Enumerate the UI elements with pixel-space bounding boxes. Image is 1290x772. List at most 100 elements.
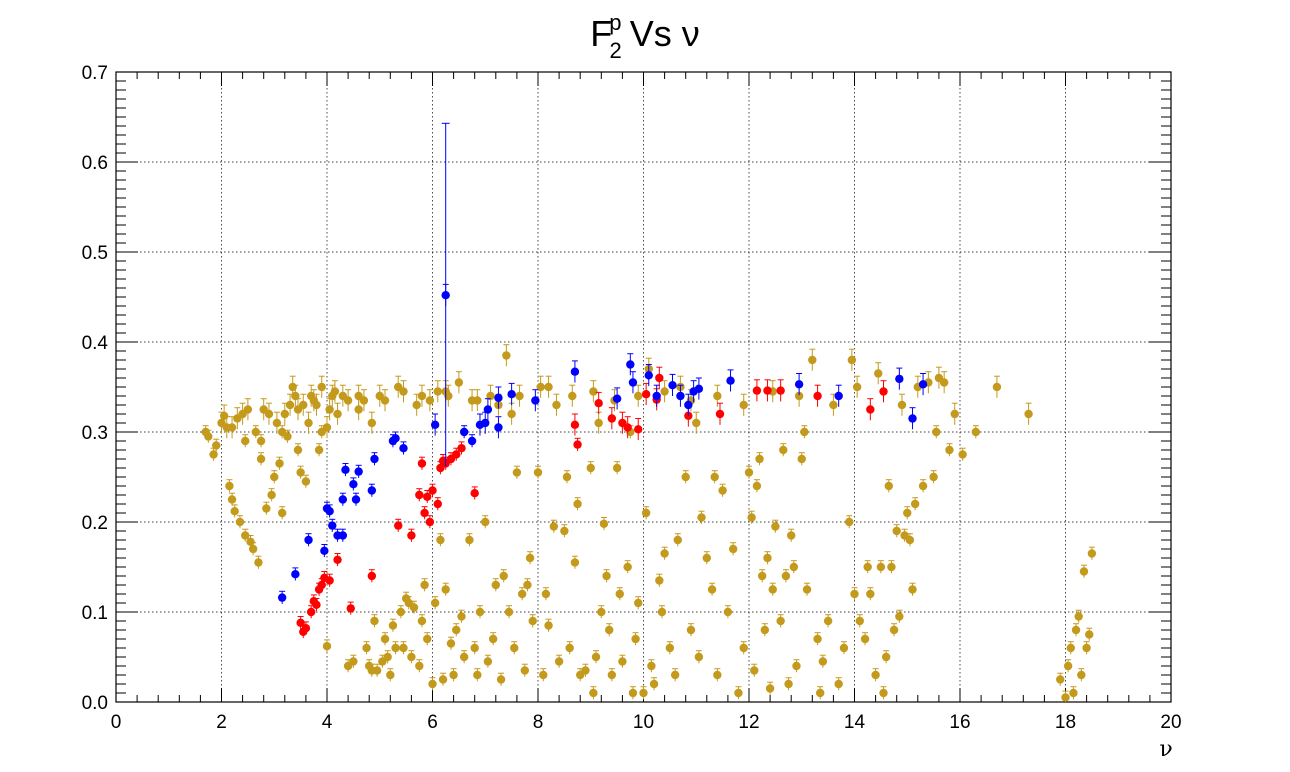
data-point bbox=[750, 666, 759, 675]
data-point bbox=[430, 598, 440, 608]
data-point bbox=[565, 643, 574, 653]
data-point bbox=[668, 381, 677, 390]
data-point bbox=[296, 618, 305, 627]
data-point bbox=[895, 374, 904, 384]
data-point bbox=[277, 508, 287, 518]
data-point bbox=[655, 373, 664, 383]
data-point bbox=[1024, 409, 1033, 419]
data-point bbox=[552, 400, 561, 410]
data-point bbox=[768, 585, 777, 594]
data-point bbox=[333, 409, 342, 419]
data-point bbox=[918, 481, 928, 491]
data-point bbox=[794, 391, 804, 401]
data-point bbox=[417, 459, 427, 468]
x-tick-label: 20 bbox=[1160, 712, 1181, 733]
data-point bbox=[660, 549, 669, 558]
data-point bbox=[225, 481, 234, 491]
data-point bbox=[209, 450, 218, 459]
title-subscript: 2 bbox=[609, 38, 621, 63]
data-point bbox=[850, 589, 859, 599]
data-point bbox=[349, 657, 358, 666]
data-point bbox=[1071, 625, 1081, 635]
data-point bbox=[560, 526, 569, 536]
data-point bbox=[367, 486, 377, 495]
data-point bbox=[388, 621, 398, 630]
data-point bbox=[628, 688, 638, 698]
data-point bbox=[304, 418, 313, 428]
data-point bbox=[473, 396, 482, 405]
data-point bbox=[602, 571, 611, 581]
data-point bbox=[589, 387, 598, 396]
data-point bbox=[694, 384, 704, 393]
data-point bbox=[212, 441, 221, 450]
y-tick-label: 0.2 bbox=[82, 513, 108, 534]
data-point bbox=[734, 688, 743, 698]
x-axis-label: ν bbox=[1159, 737, 1172, 762]
data-point bbox=[787, 531, 796, 540]
title-superscript: p bbox=[609, 10, 621, 35]
data-point bbox=[399, 444, 408, 453]
series-0 bbox=[201, 344, 1097, 702]
data-point bbox=[549, 522, 559, 531]
series-1 bbox=[296, 366, 888, 639]
data-point bbox=[1087, 549, 1097, 558]
data-point bbox=[407, 652, 416, 662]
data-point bbox=[394, 521, 403, 530]
data-point bbox=[317, 580, 326, 590]
data-point bbox=[320, 546, 329, 555]
data-point bbox=[496, 675, 506, 684]
data-point bbox=[349, 480, 358, 489]
data-point bbox=[660, 387, 669, 396]
data-point bbox=[507, 390, 516, 399]
data-point bbox=[293, 445, 303, 455]
data-point bbox=[847, 355, 857, 365]
data-point bbox=[1085, 630, 1094, 639]
data-point bbox=[655, 576, 664, 585]
data-point bbox=[1077, 670, 1086, 680]
data-point bbox=[794, 380, 804, 389]
data-point bbox=[241, 531, 250, 540]
data-point bbox=[652, 391, 661, 401]
plot-frame bbox=[115, 71, 1172, 703]
data-point bbox=[293, 405, 303, 414]
data-point bbox=[863, 562, 872, 572]
data-point bbox=[647, 661, 656, 671]
data-point bbox=[789, 562, 799, 572]
title-rest: Vs ν bbox=[630, 13, 700, 54]
data-point bbox=[272, 418, 282, 428]
data-point bbox=[686, 625, 696, 635]
data-point bbox=[256, 436, 266, 446]
data-point bbox=[792, 661, 801, 671]
data-point bbox=[430, 420, 440, 429]
data-point bbox=[328, 521, 337, 530]
data-point bbox=[467, 436, 477, 446]
data-point bbox=[752, 481, 762, 491]
data-point bbox=[520, 666, 530, 675]
data-point bbox=[531, 396, 540, 405]
data-point bbox=[481, 517, 490, 527]
data-point bbox=[612, 463, 622, 473]
data-point bbox=[483, 657, 493, 666]
x-tick-label: 14 bbox=[844, 712, 866, 733]
data-point bbox=[470, 643, 479, 653]
data-point bbox=[304, 535, 313, 545]
data-point bbox=[589, 688, 598, 698]
data-point bbox=[747, 513, 756, 522]
data-point bbox=[539, 670, 548, 680]
data-point bbox=[256, 454, 266, 464]
data-point bbox=[399, 387, 408, 396]
data-point bbox=[541, 589, 551, 599]
data-point bbox=[591, 652, 601, 662]
data-point bbox=[684, 400, 693, 410]
data-point bbox=[475, 607, 485, 617]
data-point bbox=[425, 517, 435, 527]
data-points bbox=[201, 122, 1097, 702]
data-point bbox=[251, 427, 260, 437]
data-point bbox=[763, 553, 772, 563]
data-point bbox=[333, 555, 342, 564]
data-point bbox=[586, 463, 595, 473]
data-point bbox=[599, 519, 609, 528]
data-point bbox=[570, 558, 580, 567]
data-point bbox=[1082, 643, 1091, 653]
